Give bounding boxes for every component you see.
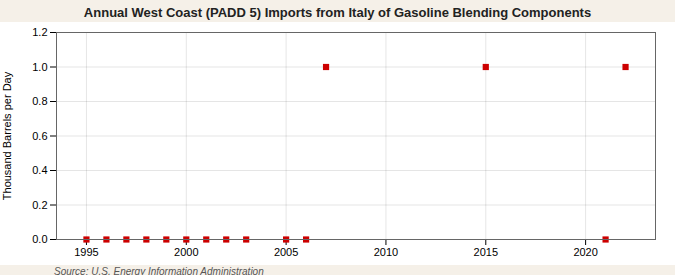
svg-text:1.0: 1.0 bbox=[32, 61, 47, 73]
svg-text:2015: 2015 bbox=[474, 246, 498, 258]
html-text:Annual West Coast (PADD 5) Imp: Annual West Coast (PADD 5) Imports from … bbox=[83, 5, 592, 20]
svg-text:0.8: 0.8 bbox=[32, 95, 47, 107]
svg-text:0.2: 0.2 bbox=[32, 199, 47, 211]
svg-text:0.0: 0.0 bbox=[32, 233, 47, 245]
svg-text:1.2: 1.2 bbox=[32, 26, 47, 38]
svg-text:2000: 2000 bbox=[174, 246, 198, 258]
svg-text:0.6: 0.6 bbox=[32, 130, 47, 142]
svg-text:2020: 2020 bbox=[573, 246, 597, 258]
svg-text:Thousand Barrels per Day: Thousand Barrels per Day bbox=[1, 71, 13, 200]
svg-text:1995: 1995 bbox=[74, 246, 98, 258]
svg-text:2010: 2010 bbox=[374, 246, 398, 258]
svg-text:0.4: 0.4 bbox=[32, 164, 47, 176]
svg-text:2005: 2005 bbox=[274, 246, 298, 258]
